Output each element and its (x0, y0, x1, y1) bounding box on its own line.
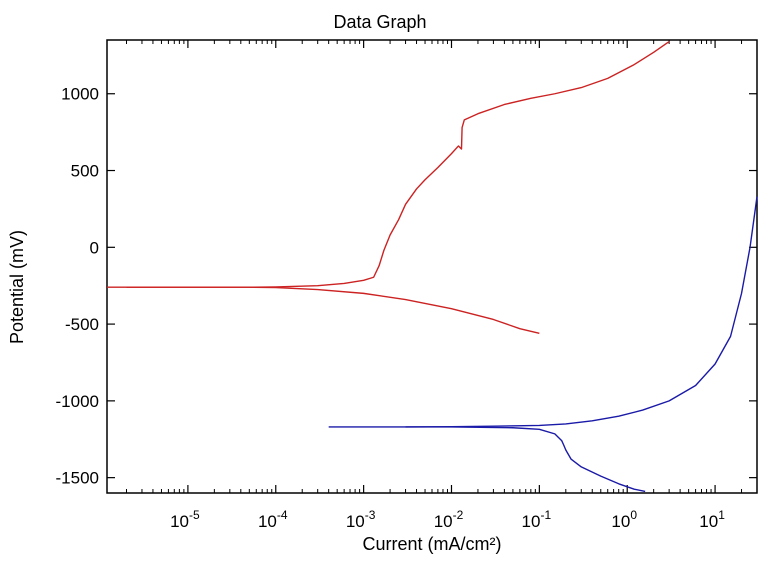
x-tick-label: 10-4 (258, 508, 288, 531)
y-tick-label: -1000 (56, 392, 99, 411)
x-axis-label: Current (mA/cm²) (363, 534, 502, 554)
x-tick-label: 101 (699, 508, 725, 531)
y-tick-label: 500 (71, 162, 99, 181)
chart-title: Data Graph (333, 12, 426, 32)
x-tick-label: 10-2 (434, 508, 464, 531)
x-axis: 10-5 10-4 10-3 10-2 10-1 100 101 (125, 40, 758, 531)
series-line-1 (107, 40, 670, 288)
x-tick-label: 10-3 (346, 508, 376, 531)
plot-frame (106, 39, 758, 494)
y-axis-label: Potential (mV) (7, 230, 27, 344)
series-layer (107, 40, 758, 493)
x-tick-label: 10-1 (522, 508, 552, 531)
x-tick-label: 100 (611, 508, 637, 531)
y-tick-label: 0 (90, 238, 99, 257)
y-tick-label: -1500 (56, 469, 99, 488)
y-tick-label: -500 (65, 315, 99, 334)
y-axis: 1000 500 0 -500 -1000 -1500 (56, 85, 757, 488)
y-tick-label: 1000 (61, 85, 99, 104)
series-line-4 (405, 426, 646, 493)
x-tick-label: 10-5 (170, 508, 200, 531)
series-line-2 (126, 286, 540, 334)
